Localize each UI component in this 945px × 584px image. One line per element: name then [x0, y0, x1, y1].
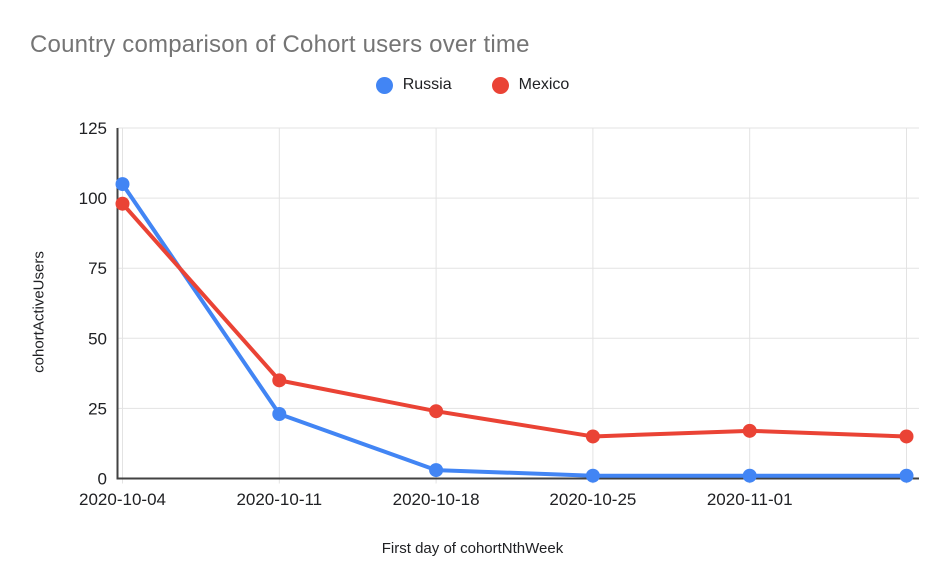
legend-swatch-mexico-icon [491, 76, 509, 94]
x-tick-label: 2020-10-11 [236, 490, 322, 509]
y-tick-label: 75 [88, 259, 107, 278]
series-line-mexico[interactable] [120, 201, 909, 439]
data-point-mexico[interactable] [272, 373, 287, 388]
data-point-russia[interactable] [585, 468, 600, 483]
legend-item-russia[interactable]: Russia [375, 76, 452, 94]
chart-title: Country comparison of Cohort users over … [30, 31, 530, 58]
x-axis-title: First day of cohortNthWeek [381, 540, 564, 557]
data-point-mexico[interactable] [585, 429, 600, 444]
series-line-russia[interactable] [120, 182, 909, 478]
data-point-russia[interactable] [899, 468, 914, 483]
data-point-mexico[interactable] [115, 196, 130, 211]
y-tick-label: 125 [79, 119, 107, 138]
x-tick-label: 2020-10-18 [393, 490, 480, 509]
x-tick-label: 2020-10-25 [549, 490, 636, 509]
y-tick-label: 50 [88, 329, 107, 348]
x-tick-label: 2020-11-01 [707, 490, 793, 509]
data-point-mexico[interactable] [742, 423, 757, 438]
data-point-russia[interactable] [742, 468, 757, 483]
legend-item-mexico[interactable]: Mexico [491, 76, 570, 94]
data-point-russia[interactable] [429, 463, 444, 478]
data-point-russia[interactable] [272, 407, 287, 422]
legend-swatch-russia-icon [375, 76, 393, 94]
data-point-russia[interactable] [115, 177, 130, 192]
legend: Russia Mexico [0, 76, 945, 94]
legend-label-russia: Russia [402, 76, 452, 93]
data-point-mexico[interactable] [899, 429, 914, 444]
y-tick-label: 100 [79, 189, 107, 208]
x-tick-label: 2020-10-04 [79, 490, 166, 509]
y-tick-label: 25 [88, 399, 107, 418]
y-tick-label: 0 [98, 470, 107, 489]
data-point-mexico[interactable] [429, 404, 444, 419]
legend-label-mexico: Mexico [518, 76, 570, 93]
